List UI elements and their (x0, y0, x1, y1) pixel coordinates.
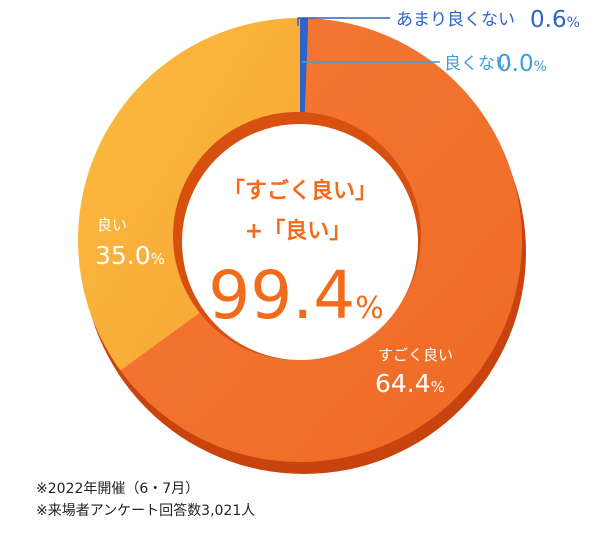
callout-lines (297, 17, 440, 63)
value-すごく良い: 64.4% (375, 369, 445, 398)
slice-すごく良い (120, 18, 522, 462)
note-event-date: ※2022年開催（6・7月） (36, 481, 200, 497)
slice-あまり良くない (300, 18, 309, 123)
center-summary: 「すごく良い」 +「良い」 99.4% (208, 178, 383, 334)
center-line-2: +「良い」 (245, 218, 351, 244)
label-良くない: 良くない (444, 54, 512, 74)
note-response-count: ※来場者アンケート回答数3,021人 (36, 503, 256, 519)
center-line-1: 「すごく良い」 (223, 178, 377, 204)
label-あまり良くない: あまり良くない (396, 10, 515, 30)
value-あまり良くない: 0.6% (530, 7, 580, 33)
center-total-value: 99.4% (208, 257, 383, 334)
label-良い: 良い (97, 216, 127, 234)
value-良い: 35.0% (95, 241, 165, 270)
callout-line-あまり良くない (297, 17, 390, 26)
donut-hole (173, 112, 421, 360)
donut-hole-face (182, 124, 418, 360)
label-すごく良い: すごく良い (378, 346, 453, 364)
value-良くない: 0.0% (497, 51, 547, 77)
